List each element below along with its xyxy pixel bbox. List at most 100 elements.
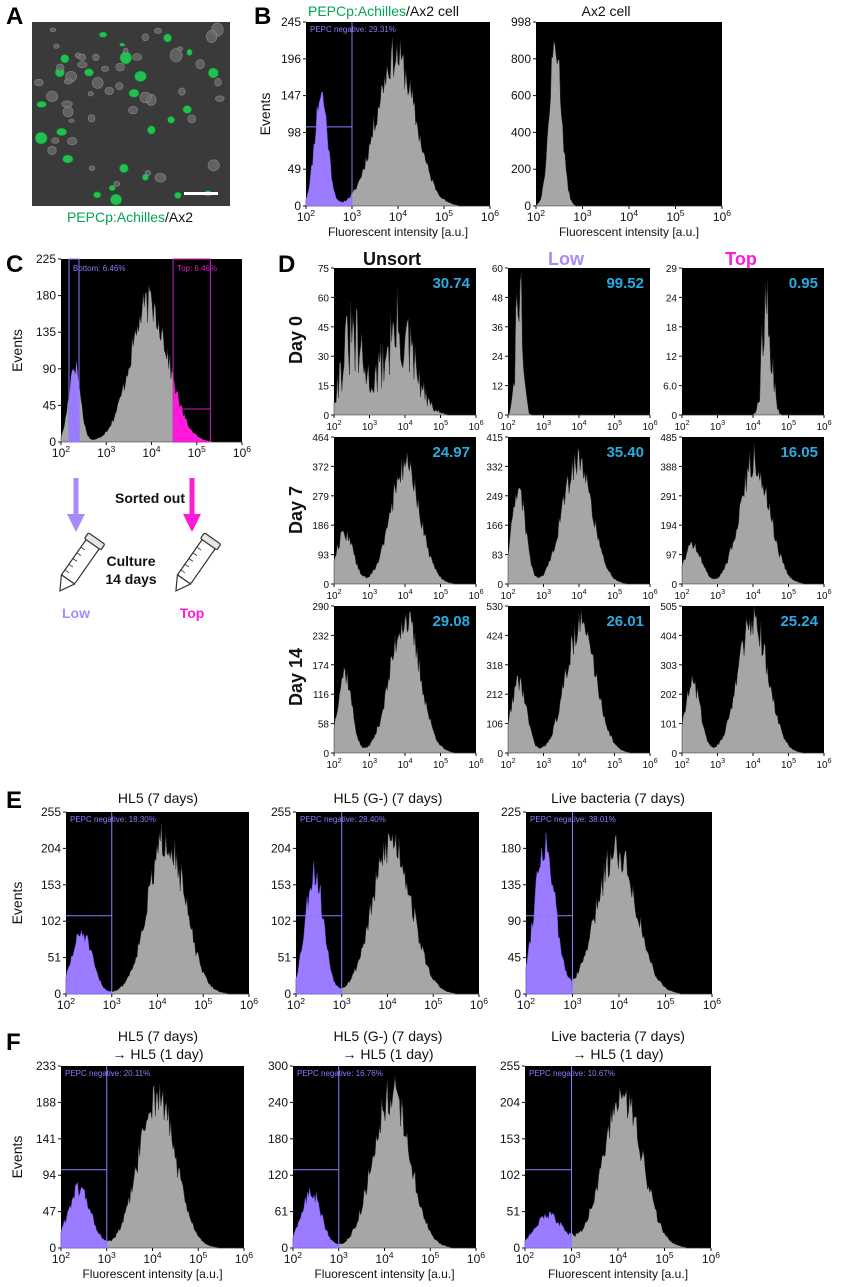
x-tick-exponent: 5 (203, 1250, 208, 1260)
fluorescent-cell (98, 31, 108, 38)
y-tick-label: 98 (288, 125, 302, 139)
x-tick-label: 102 (516, 1250, 534, 1266)
y-tick-label: 166 (486, 521, 503, 532)
x-tick-label: 103 (98, 1250, 116, 1266)
x-tick-label: 104 (142, 444, 160, 460)
x-tick-exponent: 6 (248, 1250, 253, 1260)
x-tick-label: 105 (607, 418, 622, 433)
y-tick-label: 0 (284, 987, 291, 1001)
x-axis-label: Fluorescent intensity [a.u.] (82, 1267, 222, 1281)
x-tick-label: 105 (433, 587, 448, 602)
percent-label: 99.52 (606, 275, 644, 292)
x-tick-exponent: 2 (512, 756, 516, 765)
panel-letter-e: E (6, 787, 22, 814)
tube-cap (200, 532, 221, 550)
y-tick-label: 194 (660, 521, 677, 532)
negative-population (292, 1188, 340, 1249)
x-tick-label: 105 (189, 1250, 207, 1266)
x-tick-label: 104 (143, 1250, 161, 1266)
panel-f-title-3a: Live bacteria (7 days) (551, 1028, 685, 1044)
fluorescent-cell (163, 33, 172, 43)
cell (91, 77, 104, 89)
x-tick-label: 104 (610, 996, 628, 1012)
y-tick-label: 102 (500, 1168, 520, 1182)
col-header-unsort: Unsort (363, 249, 421, 269)
x-tick-exponent: 5 (444, 756, 448, 765)
x-tick-label: 103 (343, 208, 361, 224)
panel-letter-c: C (6, 251, 23, 278)
x-tick-label: 104 (397, 756, 412, 771)
fluorescent-cell (119, 42, 126, 47)
x-tick-label: 105 (188, 444, 206, 460)
y-tick-label: 102 (271, 914, 291, 928)
bottom-gate-label: Bottom: 6.46% (73, 264, 125, 273)
cell (132, 53, 143, 61)
gate-label: PEPC negative: 28.40% (300, 815, 386, 824)
gate-label: PEPC negative: 10.67% (529, 1069, 615, 1078)
cell (178, 87, 186, 96)
cell (56, 63, 65, 72)
x-axis-label: Fluorescent intensity [a.u.] (314, 1267, 454, 1281)
x-tick-exponent: 3 (721, 756, 725, 765)
cell (139, 91, 152, 104)
x-tick-exponent: 5 (792, 418, 796, 427)
row-header-day0: Day 0 (286, 316, 306, 364)
y-tick-label: 0 (524, 199, 531, 213)
y-tick-label: 186 (312, 521, 329, 532)
y-tick-label: 0 (671, 749, 677, 760)
x-tick-label: 102 (527, 208, 545, 224)
y-tick-label: 49 (288, 162, 302, 176)
x-tick-label: 106 (642, 418, 657, 433)
x-tick-exponent: 4 (402, 208, 407, 218)
x-tick-exponent: 6 (828, 756, 832, 765)
cell (92, 53, 100, 61)
fluorescent-cell (34, 131, 48, 145)
y-tick-label: 0 (514, 987, 521, 1001)
y-tick-label: 0 (497, 580, 503, 591)
y-tick-label: 24 (666, 293, 678, 304)
x-tick-exponent: 4 (156, 444, 161, 454)
bottom-population (68, 360, 80, 442)
tube-graduation (196, 546, 202, 551)
top-tube (175, 532, 221, 592)
cell (214, 77, 222, 87)
x-tick-exponent: 5 (792, 756, 796, 765)
x-tick-exponent: 6 (715, 1250, 720, 1260)
fluorescent-cell (56, 127, 67, 136)
percent-label: 29.08 (432, 613, 470, 630)
y-tick-label: 120 (268, 1168, 288, 1182)
panel-a-micrograph (32, 22, 230, 206)
x-tick-label: 105 (424, 996, 442, 1012)
sorted-out-label: Sorted out (115, 490, 185, 506)
negative-population (305, 91, 353, 207)
percent-label: 30.74 (432, 275, 470, 292)
cell (46, 90, 59, 102)
y-tick-label: 153 (41, 878, 61, 892)
fluorescent-cell (119, 163, 129, 174)
panel-b-title-black: /Ax2 cell (406, 3, 459, 19)
x-tick-exponent: 2 (686, 756, 690, 765)
x-tick-label: 104 (148, 996, 166, 1012)
x-tick-exponent: 3 (373, 756, 377, 765)
x-tick-label: 102 (517, 996, 535, 1012)
x-tick-label: 104 (389, 208, 407, 224)
x-tick-label: 104 (571, 587, 586, 602)
y-tick-label: 45 (508, 951, 522, 965)
cell (34, 78, 44, 87)
histogram-series (333, 611, 476, 754)
x-tick-label: 103 (563, 996, 581, 1012)
x-tick-exponent: 3 (721, 587, 725, 596)
y-tick-label: 225 (501, 805, 521, 819)
y-tick-label: 600 (511, 89, 531, 103)
cell (67, 137, 78, 146)
panel-b-left-title: PEPCp:Achilles/Ax2 cell (308, 3, 459, 19)
low-arrow-head (67, 514, 85, 532)
y-axis-label: Events (257, 93, 273, 136)
y-tick-label: 83 (492, 551, 504, 562)
x-tick-exponent: 3 (111, 1250, 116, 1260)
cell (115, 82, 124, 90)
cell (122, 47, 129, 54)
